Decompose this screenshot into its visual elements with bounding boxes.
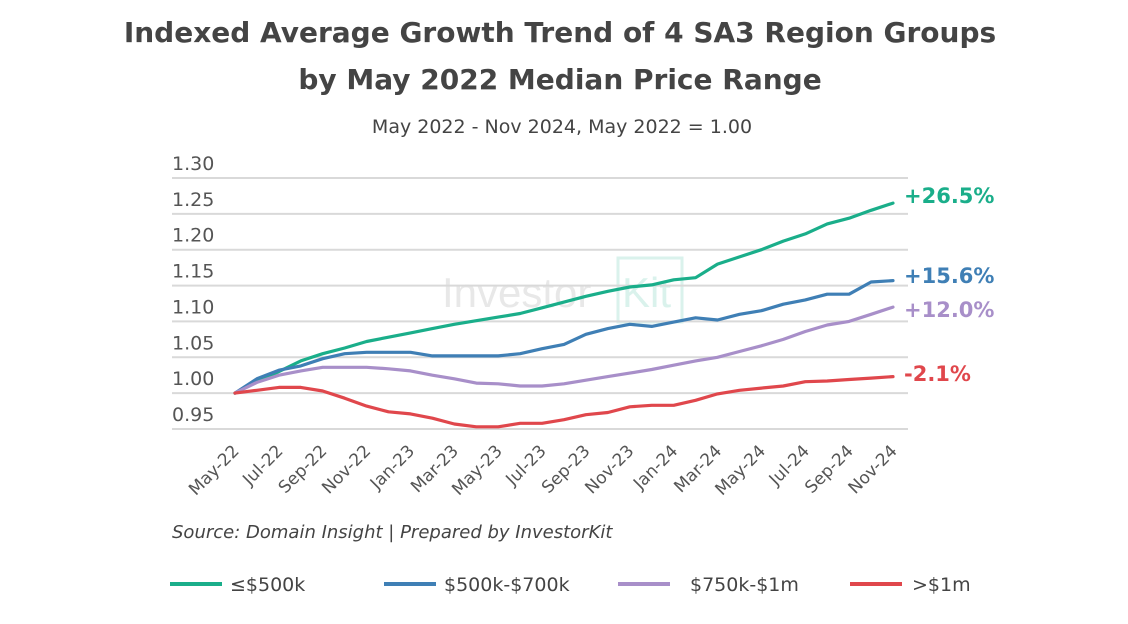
legend-label: $750k-$1m bbox=[690, 574, 799, 596]
x-tick-label: Nov-24 bbox=[845, 441, 902, 498]
chart-title-line-2: by May 2022 Median Price Range bbox=[298, 63, 821, 96]
investorkit-watermark-logo: Investor Kit bbox=[442, 256, 684, 324]
y-tick-label: 0.95 bbox=[172, 404, 214, 426]
legend-item: $500k-$700k bbox=[384, 574, 570, 596]
series-line bbox=[233, 305, 895, 395]
series-line bbox=[233, 201, 895, 395]
end-label: +26.5% bbox=[904, 184, 994, 208]
x-tick-label: May-22 bbox=[185, 441, 243, 499]
y-tick-label: 1.10 bbox=[172, 296, 214, 318]
y-tick-label: 1.20 bbox=[172, 225, 214, 247]
chart-title-line-1: Indexed Average Growth Trend of 4 SA3 Re… bbox=[124, 16, 996, 49]
legend-label: ≤$500k bbox=[230, 574, 305, 596]
end-label: +15.6% bbox=[904, 264, 994, 288]
svg-text:Kit: Kit bbox=[622, 269, 671, 316]
y-tick-label: 1.25 bbox=[172, 189, 214, 211]
gridlines bbox=[172, 177, 908, 430]
y-tick-label: 1.30 bbox=[172, 153, 214, 175]
x-axis-ticks: May-22Jul-22Sep-22Nov-22Jan-23Mar-23May-… bbox=[185, 441, 901, 499]
y-tick-label: 1.15 bbox=[172, 261, 214, 283]
legend-item: >$1m bbox=[850, 574, 971, 596]
series-line bbox=[233, 279, 895, 395]
legend: ≤$500k $500k-$700k $750k-$1m >$1m bbox=[170, 574, 971, 596]
series-lines bbox=[233, 201, 895, 429]
y-tick-label: 1.05 bbox=[172, 332, 214, 354]
source-note: Source: Domain Insight | Prepared by Inv… bbox=[172, 522, 613, 543]
x-tick-label: Nov-22 bbox=[318, 441, 375, 498]
x-tick-label: Nov-23 bbox=[581, 441, 638, 498]
end-label: -2.1% bbox=[904, 362, 971, 386]
svg-text:Investor: Investor bbox=[442, 269, 591, 316]
legend-item: $750k-$1m bbox=[618, 574, 799, 596]
legend-label: >$1m bbox=[912, 574, 971, 596]
legend-label: $500k-$700k bbox=[444, 574, 570, 596]
series-line bbox=[233, 375, 895, 429]
end-label: +12.0% bbox=[904, 298, 994, 322]
chart-subtitle: May 2022 - Nov 2024, May 2022 = 1.00 bbox=[372, 116, 752, 138]
y-axis-ticks: 1.30 1.25 1.20 1.15 1.10 1.05 1.00 0.95 bbox=[172, 153, 214, 426]
y-tick-label: 1.00 bbox=[172, 368, 214, 390]
legend-item: ≤$500k bbox=[170, 574, 305, 596]
end-labels: +26.5% +15.6% +12.0% -2.1% bbox=[904, 184, 994, 386]
